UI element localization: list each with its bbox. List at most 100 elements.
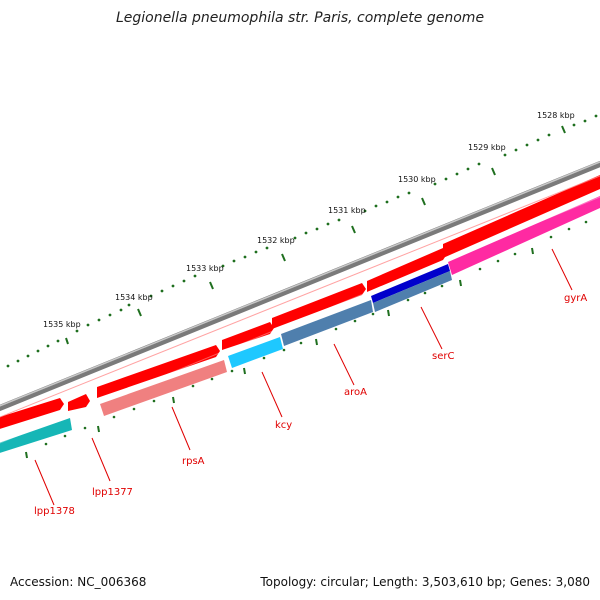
forward-gene-highlight xyxy=(0,175,600,418)
scale-dots xyxy=(6,114,598,368)
scale-tick xyxy=(421,197,426,206)
inner-dot xyxy=(112,415,116,419)
scale-label-1535: 1535 kbp xyxy=(43,320,81,329)
inner-dot xyxy=(584,220,588,224)
forward-gene-block xyxy=(367,248,447,292)
connector-aroA xyxy=(333,343,355,386)
scale-dot xyxy=(6,364,10,368)
inner-tick xyxy=(97,425,100,433)
reverse-gene-kcy xyxy=(228,337,283,368)
reverse-gene-aroA xyxy=(281,300,373,346)
scale-dot xyxy=(75,329,79,333)
inner-dot xyxy=(406,298,410,302)
inner-tick xyxy=(25,451,28,459)
scale-dot xyxy=(514,148,518,152)
scale-label-1534: 1534 kbp xyxy=(115,293,153,302)
scale-dot xyxy=(56,339,60,343)
scale-dot xyxy=(503,153,507,157)
forward-gene-block xyxy=(272,283,366,329)
inner-dot xyxy=(567,227,571,231)
scale-dot xyxy=(572,123,576,127)
scale-dot xyxy=(254,250,258,254)
connector-kcy xyxy=(261,371,283,418)
genome-backbone-highlight xyxy=(0,161,600,407)
reverse-strand-genes xyxy=(0,196,600,453)
forward-gene-block xyxy=(68,394,90,411)
scale-dot xyxy=(547,133,551,137)
scale-dot xyxy=(326,222,330,226)
scale-label-1528: 1528 kbp xyxy=(537,111,575,120)
scale-dot xyxy=(385,200,389,204)
scale-dot xyxy=(315,227,319,231)
scale-tick xyxy=(137,308,142,317)
topology-text: Topology: circular; Length: 3,503,610 bp… xyxy=(260,575,590,589)
reverse-gene-rpsA xyxy=(100,360,227,416)
scale-label-1529: 1529 kbp xyxy=(468,143,506,152)
gene-label-lpp1378: lpp1378 xyxy=(34,506,75,517)
scale-dot xyxy=(26,354,30,358)
inner-dot xyxy=(299,341,303,345)
reverse-gene-serC-dark xyxy=(371,264,450,303)
scale-tick xyxy=(491,167,496,176)
scale-dot xyxy=(97,318,101,322)
inner-dot xyxy=(478,267,482,271)
inner-tick xyxy=(172,396,175,404)
scale-dot xyxy=(127,303,131,307)
scale-dot xyxy=(171,284,175,288)
scale-label-1533: 1533 kbp xyxy=(186,264,224,273)
inner-dot xyxy=(63,434,67,438)
forward-gene-block xyxy=(222,322,274,350)
gene-label-kcy: kcy xyxy=(275,420,292,431)
scale-label-1531: 1531 kbp xyxy=(328,206,366,215)
inner-tick xyxy=(387,309,390,317)
scale-dot xyxy=(182,279,186,283)
scale-dot xyxy=(337,218,341,222)
scale-labels: 1528 kbp 1529 kbp 1530 kbp 1531 kbp 1532… xyxy=(43,111,575,329)
inner-dot xyxy=(423,291,427,295)
backbone xyxy=(0,161,600,412)
scale-dot xyxy=(466,167,470,171)
scale-label-1530: 1530 kbp xyxy=(398,175,436,184)
scale-dot xyxy=(477,162,481,166)
reverse-gene-highlight xyxy=(0,196,600,444)
inner-dot xyxy=(262,356,266,360)
inner-dot xyxy=(191,384,195,388)
scale-dot xyxy=(583,119,587,123)
scale-dot xyxy=(36,349,40,353)
reverse-gene-serC xyxy=(373,271,452,312)
scale-dot xyxy=(455,172,459,176)
scale-dot xyxy=(16,359,20,363)
reverse-gene-lpp1378 xyxy=(0,418,72,453)
scale-dot xyxy=(86,323,90,327)
scale-tick xyxy=(65,337,69,345)
inner-dot xyxy=(210,377,214,381)
gene-label-aroA: aroA xyxy=(344,387,367,398)
scale-label-1532: 1532 kbp xyxy=(257,236,295,245)
inner-dot xyxy=(44,442,48,446)
gene-label-rpsA: rpsA xyxy=(182,456,205,467)
connector-rpsA xyxy=(171,406,191,451)
scale-tick xyxy=(561,125,566,134)
scale-dot xyxy=(119,308,123,312)
scale-dot xyxy=(433,182,437,186)
reverse-gene-gyrA xyxy=(448,196,600,275)
inner-dot xyxy=(496,259,500,263)
scale-dot xyxy=(265,246,269,250)
scale-dot xyxy=(221,264,225,268)
inner-dot xyxy=(132,407,136,411)
connector-lpp1377 xyxy=(91,437,111,482)
gene-label-gyrA: gyrA xyxy=(564,293,587,304)
inner-dot xyxy=(440,284,444,288)
inner-dot xyxy=(549,235,553,239)
scale-dot xyxy=(536,138,540,142)
inner-ticks xyxy=(25,220,588,459)
inner-tick xyxy=(315,338,318,346)
scale-tick xyxy=(281,253,286,262)
gene-label-lpp1377: lpp1377 xyxy=(92,487,133,498)
scale-dot xyxy=(293,236,297,240)
scale-dot xyxy=(160,289,164,293)
forward-gene-block xyxy=(97,345,220,398)
connector-serC xyxy=(420,306,443,350)
